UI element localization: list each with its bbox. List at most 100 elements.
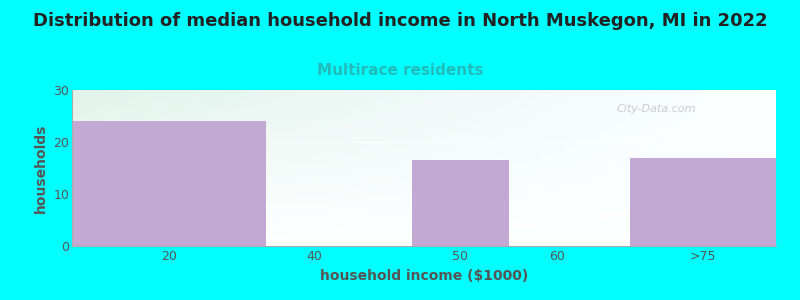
Bar bbox=[354, 106, 366, 108]
Bar bbox=[318, 100, 330, 103]
Bar bbox=[588, 155, 600, 158]
Bar bbox=[248, 236, 260, 238]
Bar bbox=[764, 137, 776, 140]
Bar bbox=[330, 194, 342, 196]
Bar bbox=[635, 118, 647, 121]
Bar bbox=[424, 233, 436, 236]
Bar bbox=[518, 158, 530, 160]
Bar bbox=[342, 223, 354, 225]
Bar bbox=[706, 116, 718, 119]
Bar bbox=[718, 194, 729, 196]
Bar bbox=[72, 160, 84, 163]
Bar bbox=[506, 152, 518, 155]
Bar bbox=[248, 93, 260, 95]
Bar bbox=[201, 228, 213, 230]
Bar bbox=[706, 233, 718, 236]
Bar bbox=[600, 132, 612, 134]
Bar bbox=[201, 121, 213, 124]
Bar bbox=[318, 233, 330, 236]
Bar bbox=[130, 158, 142, 160]
Bar bbox=[588, 165, 600, 168]
Bar bbox=[729, 184, 741, 186]
Bar bbox=[130, 147, 142, 150]
Bar bbox=[718, 178, 729, 181]
Bar bbox=[694, 189, 706, 191]
Bar bbox=[565, 158, 577, 160]
Bar bbox=[225, 158, 236, 160]
Bar bbox=[154, 90, 166, 93]
Bar bbox=[542, 100, 553, 103]
Bar bbox=[213, 93, 225, 95]
Bar bbox=[635, 212, 647, 215]
Bar bbox=[166, 178, 178, 181]
Bar bbox=[178, 116, 190, 119]
Bar bbox=[706, 147, 718, 150]
Bar bbox=[401, 124, 412, 126]
Bar bbox=[600, 220, 612, 223]
Bar bbox=[166, 129, 178, 132]
Bar bbox=[190, 113, 201, 116]
Bar bbox=[72, 124, 84, 126]
Bar bbox=[377, 98, 389, 100]
Bar bbox=[682, 100, 694, 103]
Bar bbox=[342, 176, 354, 178]
Bar bbox=[72, 194, 84, 196]
Bar bbox=[635, 210, 647, 212]
Bar bbox=[494, 124, 506, 126]
Bar bbox=[389, 98, 401, 100]
Bar bbox=[635, 168, 647, 171]
Bar bbox=[542, 165, 553, 168]
Bar bbox=[389, 106, 401, 108]
Bar bbox=[600, 160, 612, 163]
Bar bbox=[260, 134, 271, 137]
Bar bbox=[670, 184, 682, 186]
Bar bbox=[764, 178, 776, 181]
Bar bbox=[482, 126, 494, 129]
Bar bbox=[201, 111, 213, 113]
Bar bbox=[494, 173, 506, 176]
Bar bbox=[647, 199, 658, 202]
Bar bbox=[260, 220, 271, 223]
Bar bbox=[95, 134, 107, 137]
Bar bbox=[424, 225, 436, 228]
Bar bbox=[471, 171, 482, 173]
Bar bbox=[377, 223, 389, 225]
Bar bbox=[178, 181, 190, 184]
Bar bbox=[412, 228, 424, 230]
Bar bbox=[330, 134, 342, 137]
Bar bbox=[95, 152, 107, 155]
Bar bbox=[518, 95, 530, 98]
Bar bbox=[494, 189, 506, 191]
Bar bbox=[600, 212, 612, 215]
Bar bbox=[682, 126, 694, 129]
Bar bbox=[623, 142, 635, 145]
Bar bbox=[553, 142, 565, 145]
Bar bbox=[424, 152, 436, 155]
Bar bbox=[154, 204, 166, 207]
Bar bbox=[107, 212, 119, 215]
Bar bbox=[694, 140, 706, 142]
Bar bbox=[542, 228, 553, 230]
Bar bbox=[459, 111, 471, 113]
Bar bbox=[178, 186, 190, 189]
Bar bbox=[577, 113, 588, 116]
Bar bbox=[248, 220, 260, 223]
Bar bbox=[213, 106, 225, 108]
Bar bbox=[718, 218, 729, 220]
Bar bbox=[482, 223, 494, 225]
Bar bbox=[471, 202, 482, 204]
Bar bbox=[330, 132, 342, 134]
Bar bbox=[764, 106, 776, 108]
Bar bbox=[588, 118, 600, 121]
Bar bbox=[623, 103, 635, 106]
Bar bbox=[494, 113, 506, 116]
Bar bbox=[459, 236, 471, 238]
Bar bbox=[84, 134, 95, 137]
Bar bbox=[447, 225, 459, 228]
Bar bbox=[518, 202, 530, 204]
Bar bbox=[600, 173, 612, 176]
Bar bbox=[190, 238, 201, 241]
Bar bbox=[694, 238, 706, 241]
Bar bbox=[166, 121, 178, 124]
Bar bbox=[412, 178, 424, 181]
